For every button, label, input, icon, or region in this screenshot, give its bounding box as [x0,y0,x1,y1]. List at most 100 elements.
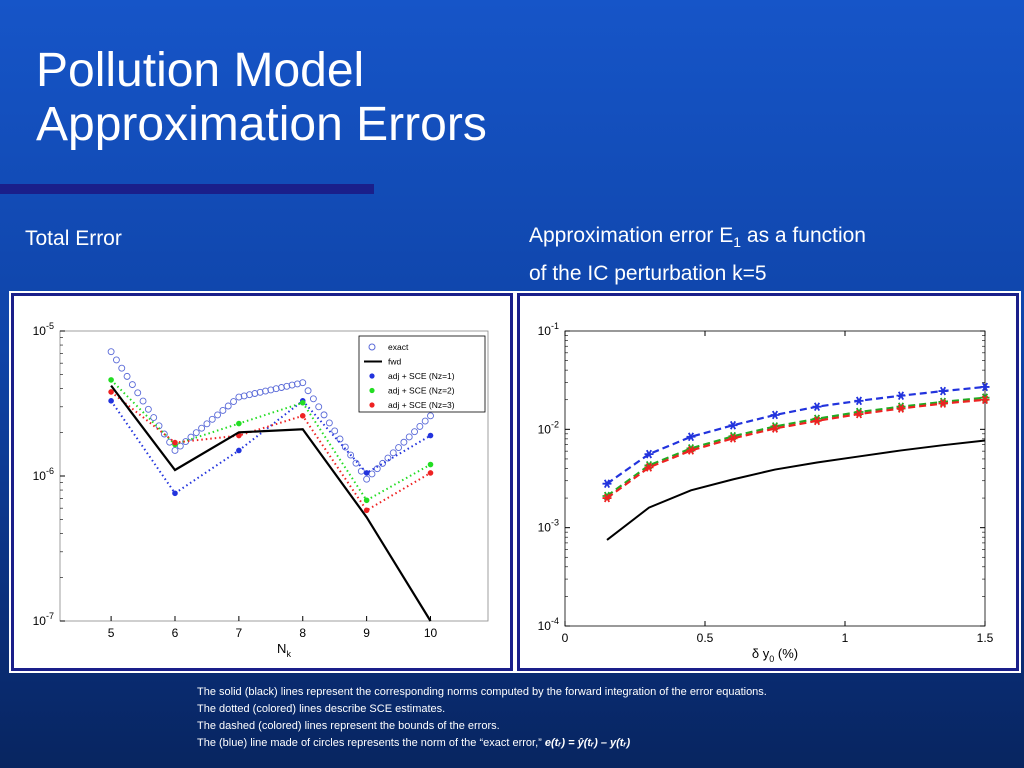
exact-marker [267,386,275,394]
series-2-line [606,396,986,497]
exact-marker [283,382,291,390]
x-tick-label: 0.5 [697,631,714,645]
y-tick-label: 10-5 [33,321,54,338]
exact-marker [395,444,403,451]
approximation-error-chart: 10-1 10-2 10-3 10-40 0.5 1 1.5 δ y0 (%) [538,321,994,664]
exact-marker [272,385,280,393]
series-3-marker [728,433,738,443]
note-line-4: The (blue) line made of circles represen… [197,735,767,752]
series-3-marker [938,399,948,408]
left-caption: Total Error [25,227,122,250]
exact-marker [299,379,307,387]
exact-marker [293,380,301,388]
series-3-marker [686,446,696,455]
exact-marker [416,422,424,430]
sce-nz2-marker [427,461,434,468]
exact-marker [315,403,323,411]
exact-marker [224,402,232,410]
x-tick-label: 10 [424,626,438,640]
series-3-marker [644,463,654,472]
legend-exact-symbol [368,343,376,351]
exact-marker [123,372,131,380]
x-tick-label: 0 [562,631,569,645]
sce-nz1-marker [427,432,434,439]
sce-nz1-marker [108,398,114,404]
exact-marker [288,381,296,389]
exact-marker [357,467,365,475]
exact-marker [160,430,168,438]
x-tick-label: 6 [172,626,179,640]
right-caption: Approximation error E1 as a function of … [529,220,969,290]
exact-marker [251,390,259,397]
exact-marker [118,364,126,372]
exact-marker [235,393,243,401]
exact-marker [389,449,397,457]
sce-nz2-marker [236,420,242,427]
legend-label: exact [388,342,409,352]
title-line-2: Approximation Errors [36,98,487,151]
right-caption-line2: of the IC perturbation [529,262,733,286]
series-3-marker [854,409,864,419]
exact-marker [341,443,349,451]
exact-marker [421,417,429,425]
exact-marker [331,427,339,435]
x-tick-label: 5 [108,626,115,640]
exact-marker [208,415,216,423]
x-axis-label: Nk [277,641,291,659]
title-underline-bar [0,184,374,194]
sce-nz1-marker [236,447,242,454]
series-1-marker [644,449,654,459]
exact-marker [256,388,264,396]
exact-marker [411,428,418,436]
series-1-marker [602,479,612,489]
exact-error-equation: e(tᵣ) = ŷ(tᵣ) – y(tᵣ) [544,737,631,749]
y-tick-label: 10-2 [538,419,559,436]
legend-sce-symbol [369,402,375,408]
exact-marker [427,412,434,420]
legend-box [358,335,486,413]
exact-marker [219,406,227,414]
x-tick-label: 1 [842,631,849,645]
exact-marker [347,451,355,459]
exact-marker [384,454,392,462]
right-caption-symbol: E [719,224,734,247]
series-1-marker [770,410,780,420]
series-1-marker [938,386,948,396]
series-3-marker [980,395,990,405]
legend-label: adj + SCE (Nz=3) [388,400,455,410]
exact-marker [400,438,408,446]
note-line-2: The dotted (colored) lines describe SCE … [197,703,446,715]
chart-legend: exact fwd adj + SCE (Nz=1) adj + SCE (Nz=2)… [358,335,486,413]
series-1-marker [980,382,990,392]
exact-marker [262,387,269,395]
sce-nz1-marker [363,470,370,476]
series-fwd-line [606,439,986,541]
series-sce-nz3-line [110,391,432,512]
y-tick-label: 10-3 [538,518,559,535]
exact-marker [192,429,200,437]
exact-marker [134,389,142,397]
series-sce-nz1-line [110,399,432,495]
x-axis-label: δ y0 (%) [752,646,798,664]
x-tick-label: 1.5 [977,631,994,645]
legend-sce-symbol [369,373,375,379]
exact-marker [405,433,413,441]
series-fwd-line [110,384,432,622]
exact-marker [336,435,344,443]
series-1-marker [686,432,696,442]
exact-marker [352,459,360,467]
legend-label: adj + SCE (Nz=2) [388,386,455,396]
exact-marker [309,395,317,403]
series-3-marker [602,493,612,503]
series-3-marker [770,424,780,433]
plot-frame [564,330,986,627]
sce-nz1-marker [172,490,178,497]
exact-marker [203,420,211,428]
y-tick-label: 10-4 [538,616,559,633]
exact-marker [187,433,195,441]
exact-marker [320,411,328,419]
legend-sce-symbol [369,387,375,394]
exact-marker [246,391,253,399]
exact-marker [107,348,115,356]
exact-marker [150,414,158,421]
